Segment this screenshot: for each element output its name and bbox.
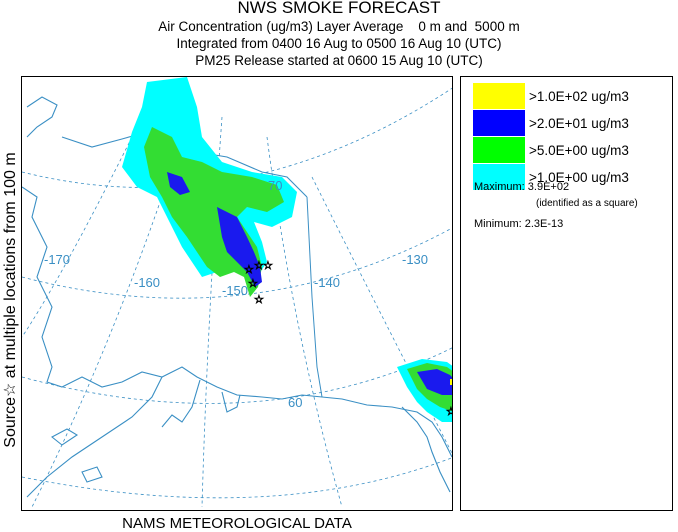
concentration-legend: >1.0E+02 ug/m3 >2.0E+01 ug/m3 >5.0E+00 u… <box>460 76 673 511</box>
smoke-map-panel: ☆ ☆ ☆ ☆ ☆ ☆ -170 -160 -150 -140 -130 70 … <box>21 76 453 511</box>
lon-label-140: -140 <box>314 275 340 290</box>
legend-label: >2.0E+01 ug/m3 <box>529 115 629 131</box>
legend-item: >2.0E+01 ug/m3 <box>473 110 629 136</box>
lon-label-130: -130 <box>402 252 428 267</box>
minimum-value: Minimum: 2.3E-13 <box>474 218 564 230</box>
source-star-icon: ☆ <box>446 406 453 418</box>
lat-label-70: 70 <box>268 178 282 193</box>
legend-item: >1.0E+00 ug/m3 <box>473 164 629 190</box>
source-star-icon: ☆ <box>254 294 264 306</box>
legend-item: >1.0E+02 ug/m3 <box>473 83 629 109</box>
plume-blue-layer <box>167 172 262 287</box>
maximum-note: (identified as a square) <box>536 198 638 209</box>
integration-period-subtitle: Integrated from 0400 16 Aug to 0500 16 A… <box>176 36 502 51</box>
lat-label-60: 60 <box>288 395 302 410</box>
legend-item: >5.0E+00 ug/m3 <box>473 137 629 163</box>
legend-label: >5.0E+00 ug/m3 <box>529 142 629 158</box>
lon-label-170: -170 <box>44 252 70 267</box>
border-line <box>306 196 323 398</box>
lon-label-150: -150 <box>222 283 248 298</box>
source-star-icon: ☆ <box>263 260 273 272</box>
legend-label: >1.0E+02 ug/m3 <box>529 88 629 104</box>
max-concentration-square <box>450 379 452 385</box>
legend-swatch-green <box>473 137 525 163</box>
smoke-map: ☆ ☆ ☆ ☆ ☆ ☆ -170 -160 -150 -140 -130 70 … <box>22 77 453 508</box>
forecast-title: NWS SMOKE FORECAST <box>237 0 441 17</box>
source-side-label: Source☆ at multiple locations from 100 m <box>2 152 19 448</box>
source-star-icon: ☆ <box>244 264 254 276</box>
maximum-value: Maximum: 3.9E+02 <box>474 181 570 193</box>
source-star-icon: ☆ <box>248 278 258 290</box>
coastline <box>22 96 452 498</box>
concentration-subtitle: Air Concentration (ug/m3) Layer Average … <box>158 19 520 34</box>
legend-label: >1.0E+00 ug/m3 <box>529 169 629 185</box>
legend-swatch-blue <box>473 110 525 136</box>
source-star-icon: ☆ <box>254 260 264 272</box>
source-markers: ☆ ☆ ☆ ☆ ☆ ☆ <box>244 260 453 419</box>
legend-swatch-yellow <box>473 83 525 109</box>
meteorological-data-footer: NAMS METEOROLOGICAL DATA <box>122 515 352 532</box>
lon-label-160: -160 <box>134 275 160 290</box>
legend-swatch-cyan <box>473 164 525 190</box>
plume-southeast-blue <box>417 369 452 395</box>
release-start-subtitle: PM25 Release started at 0600 15 Aug 10 (… <box>195 53 483 68</box>
